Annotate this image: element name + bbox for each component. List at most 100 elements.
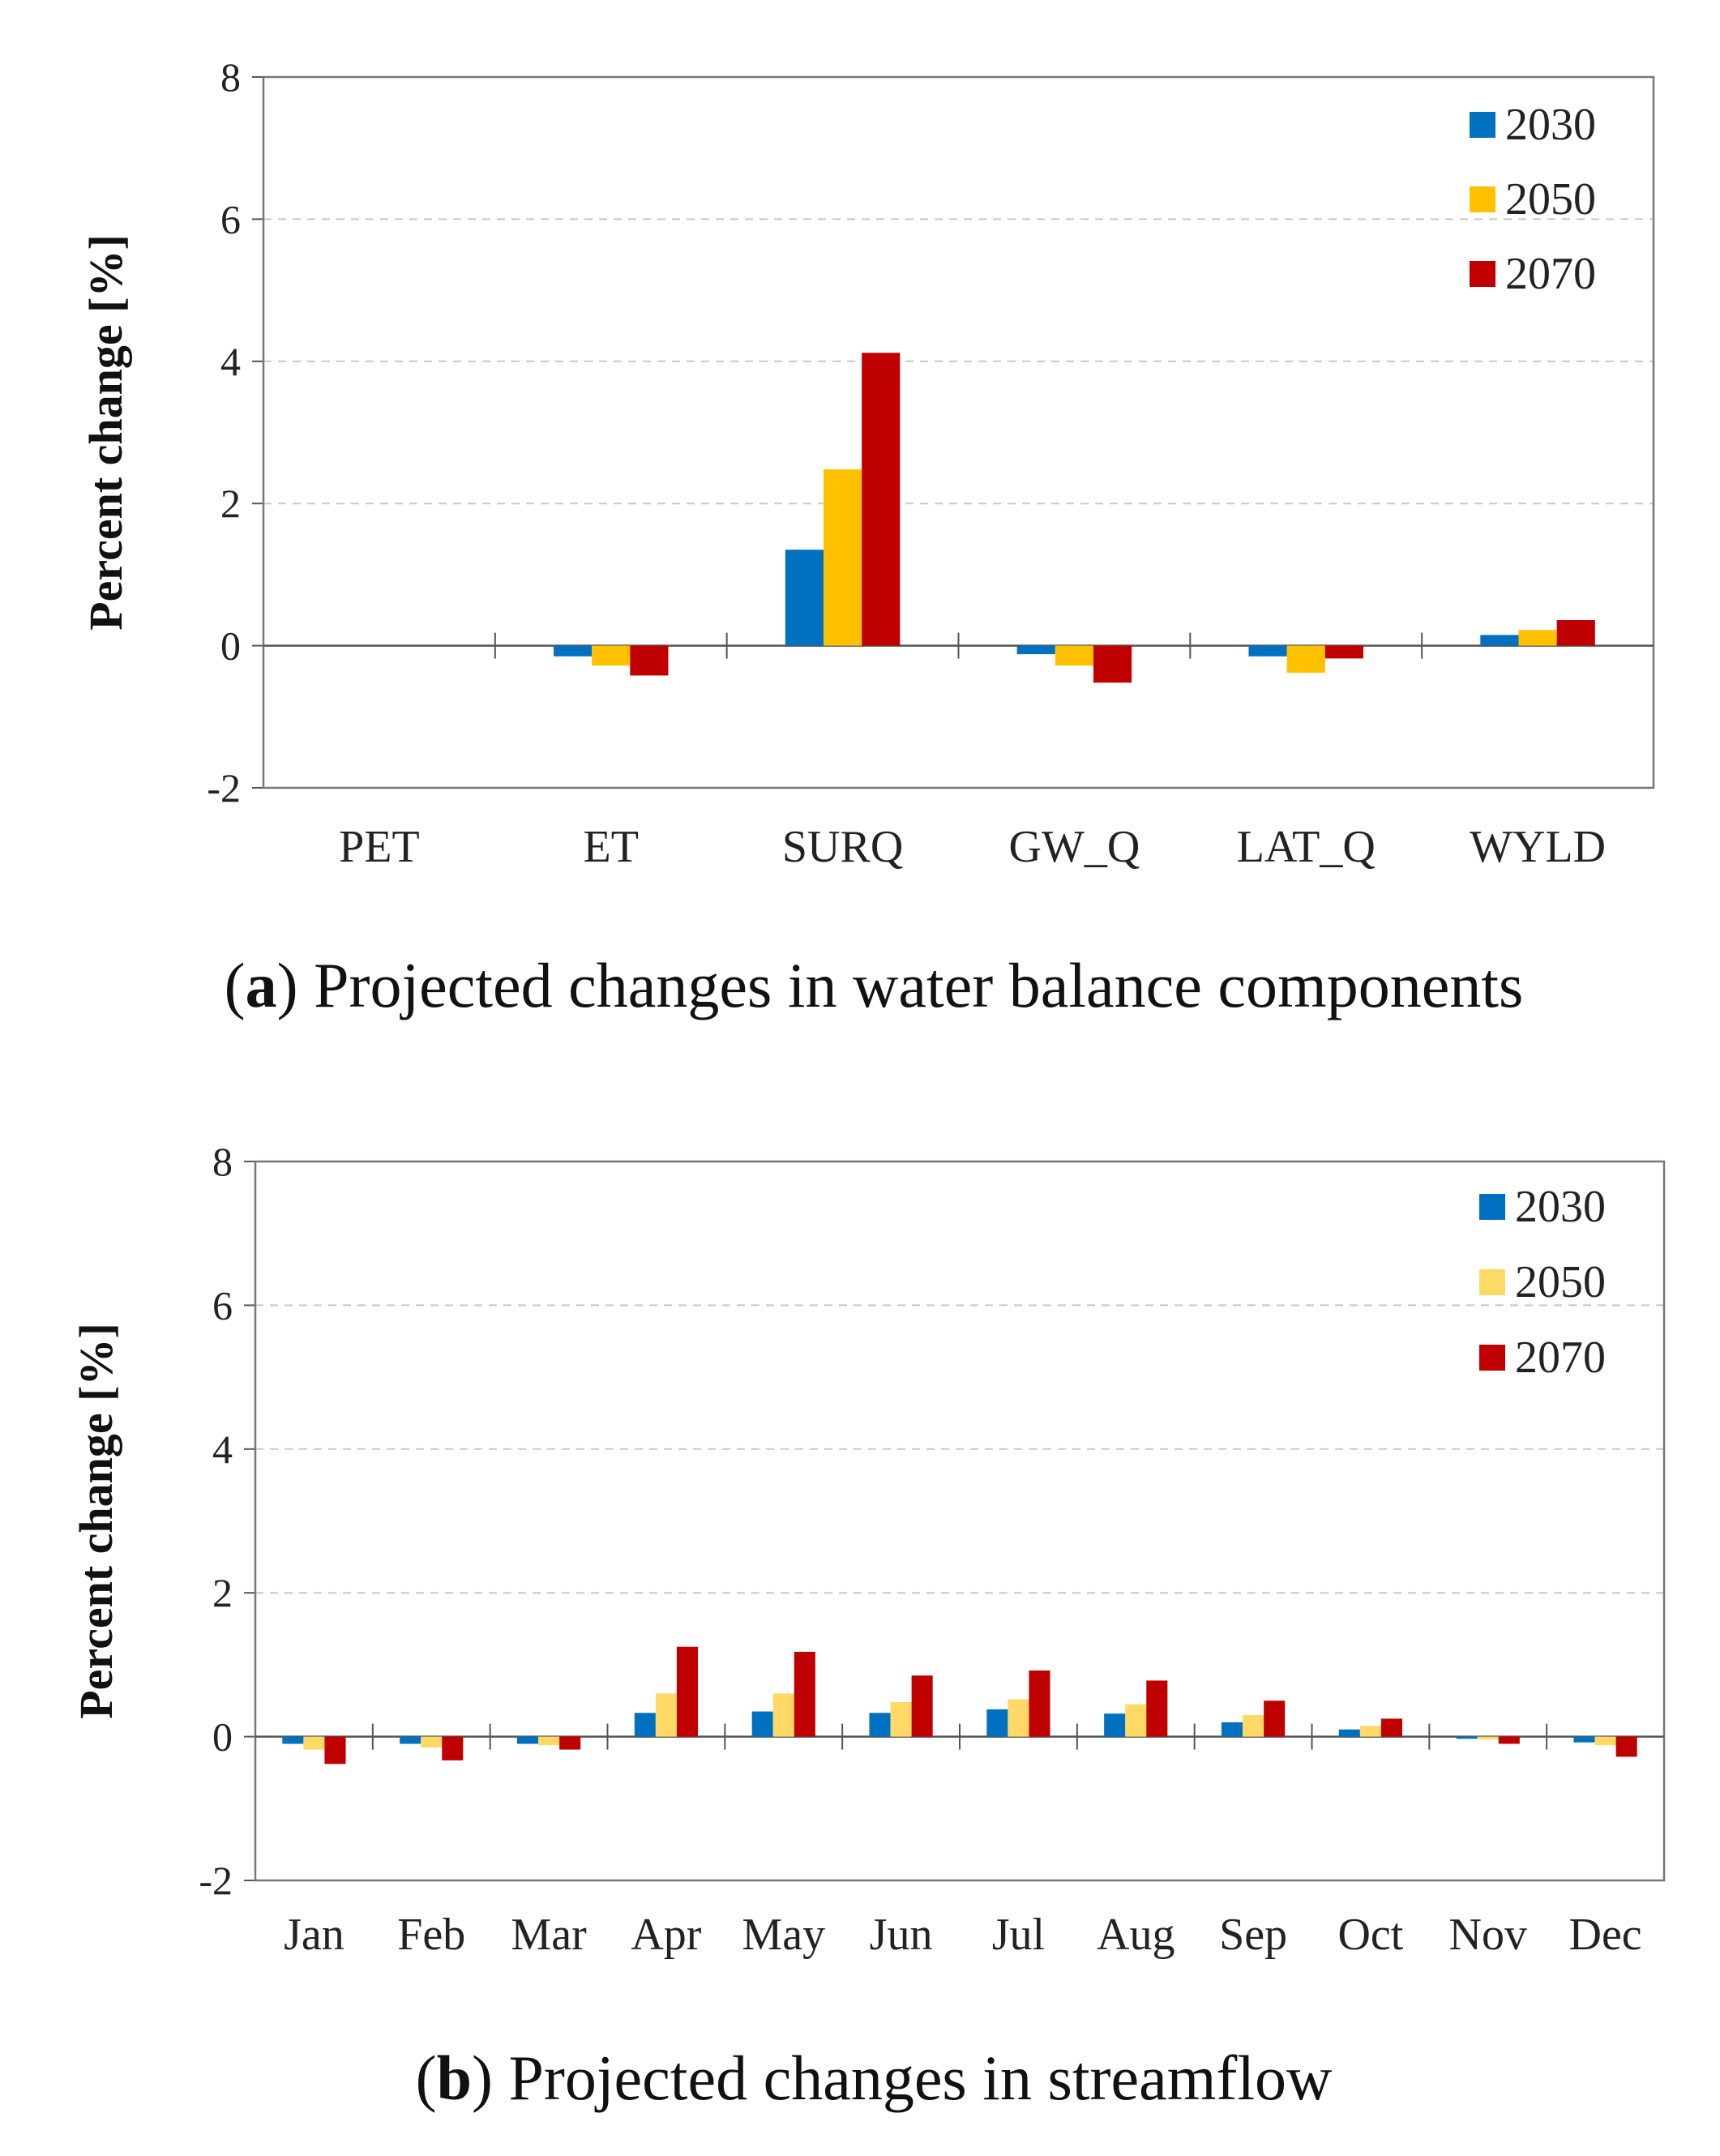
- category-label: ET: [584, 822, 639, 872]
- category-label: Apr: [631, 1910, 701, 1960]
- y-tick-label: 8: [212, 1139, 233, 1184]
- bar-2030-feb: [400, 1736, 421, 1744]
- y-tick-label: 2: [212, 1570, 233, 1615]
- figure-caption: (b) Projected changes in streamflow: [416, 2043, 1333, 2113]
- y-tick-label: 0: [212, 1714, 233, 1760]
- bar-2030-wyld: [1480, 635, 1519, 646]
- bar-2050-lat_q: [1286, 645, 1325, 673]
- category-label: Oct: [1337, 1910, 1403, 1960]
- plot-frame: [262, 75, 1655, 789]
- category-label: Jul: [992, 1910, 1045, 1960]
- bar-2070-jan: [324, 1736, 346, 1765]
- legend-label-2050: 2050: [1515, 1257, 1606, 1307]
- category-label: Jan: [284, 1910, 344, 1960]
- bar-2030-dec: [1573, 1736, 1595, 1743]
- y-tick-label: 0: [220, 623, 241, 669]
- bar-2070-dec: [1615, 1736, 1637, 1757]
- bar-2070-feb: [442, 1736, 464, 1760]
- bar-2030-nov: [1456, 1736, 1478, 1739]
- y-tick-label: -2: [199, 1858, 233, 1903]
- chart-streamflow: -2 0 2 4 6 8 Jan Feb Mar Apr May Jun Jul Aug Sep Oct Nov…: [70, 1139, 1666, 2113]
- legend-swatch-2070: [1470, 261, 1495, 287]
- bar-2050-may: [772, 1693, 794, 1737]
- legend-swatch-2070: [1479, 1345, 1505, 1371]
- bar-2050-apr: [655, 1693, 677, 1737]
- y-axis-label: Percent change [%]: [70, 1323, 122, 1719]
- legend-swatch-2030: [1470, 112, 1495, 138]
- bar-2050-wyld: [1518, 630, 1557, 646]
- y-tick-label: 8: [220, 54, 241, 100]
- bar-2070-surq: [862, 353, 901, 646]
- bar-2030-apr: [634, 1713, 656, 1737]
- bar-2070-jul: [1029, 1670, 1050, 1737]
- legend-swatch-2050: [1470, 186, 1495, 212]
- y-tick-label: 6: [212, 1282, 233, 1328]
- category-label: Nov: [1449, 1910, 1527, 1960]
- legend-label-2070: 2070: [1515, 1333, 1606, 1383]
- chart-water-balance: -2 0 2 4 6 8 PET ET SURQ GW_Q LAT_Q WYLD Percent cha…: [79, 54, 1655, 1020]
- legend-label-2050: 2050: [1505, 174, 1596, 225]
- legend-label-2030: 2030: [1515, 1182, 1606, 1232]
- caption-letter: b: [437, 2043, 472, 2113]
- bar-2030-jan: [282, 1736, 304, 1744]
- category-label: Aug: [1097, 1910, 1174, 1960]
- bar-2070-wyld: [1556, 620, 1595, 646]
- legend-swatch-2030: [1479, 1194, 1505, 1220]
- bar-2070-apr: [676, 1646, 699, 1737]
- bar-2030-gw_q: [1016, 645, 1055, 655]
- bar-2050-gw_q: [1055, 645, 1093, 666]
- bar-2030-aug: [1104, 1713, 1126, 1737]
- legend-label-2030: 2030: [1505, 100, 1596, 150]
- y-axis-label: Percent change [%]: [79, 234, 132, 631]
- bar-2030-mar: [516, 1736, 539, 1744]
- caption-letter: a: [246, 950, 277, 1020]
- category-label: GW_Q: [1009, 822, 1140, 872]
- y-tick-label: 4: [220, 339, 241, 384]
- bar-2050-aug: [1125, 1704, 1147, 1737]
- bar-2050-dec: [1594, 1736, 1616, 1746]
- category-label: Sep: [1219, 1910, 1287, 1960]
- bar-2050-jan: [303, 1736, 325, 1750]
- bar-2030-et: [554, 645, 593, 657]
- bar-2070-aug: [1146, 1680, 1168, 1737]
- y-tick-label: 4: [212, 1427, 233, 1472]
- category-label: WYLD: [1470, 822, 1606, 872]
- figure-caption: (a) Projected changes in water balance c…: [225, 950, 1524, 1020]
- bar-2030-jun: [869, 1713, 891, 1737]
- y-tick-label: -2: [207, 765, 241, 811]
- bar-2070-mar: [559, 1736, 581, 1750]
- category-label: Dec: [1569, 1910, 1642, 1960]
- bar-2070-nov: [1498, 1736, 1520, 1744]
- category-label: LAT_Q: [1237, 822, 1376, 872]
- bar-2070-lat_q: [1324, 645, 1363, 659]
- bar-2050-jul: [1008, 1699, 1029, 1737]
- bar-2050-jun: [890, 1702, 912, 1737]
- category-label: Jun: [870, 1910, 933, 1960]
- category-label: PET: [339, 822, 420, 872]
- category-label: Feb: [397, 1910, 465, 1960]
- bar-2070-may: [794, 1651, 815, 1737]
- bar-2030-may: [751, 1711, 773, 1737]
- bar-2050-mar: [538, 1736, 560, 1746]
- bar-2030-sep: [1221, 1722, 1243, 1737]
- caption-text: Projected changes in streamflow: [509, 2043, 1333, 2113]
- bar-2050-sep: [1243, 1714, 1264, 1737]
- bar-2070-et: [630, 645, 669, 676]
- bar-2050-nov: [1477, 1736, 1499, 1740]
- bar-2050-et: [592, 645, 631, 666]
- caption-text: Projected changes in water balance compo…: [314, 950, 1523, 1020]
- bar-2050-surq: [824, 469, 862, 646]
- bar-2070-sep: [1264, 1700, 1286, 1737]
- bar-2070-jun: [911, 1675, 933, 1737]
- category-label: Mar: [511, 1910, 587, 1960]
- legend-label-2070: 2070: [1505, 249, 1596, 299]
- bar-2070-oct: [1380, 1718, 1403, 1737]
- bar-2050-oct: [1359, 1726, 1381, 1737]
- bar-2030-surq: [785, 550, 824, 646]
- legend-swatch-2050: [1479, 1269, 1505, 1295]
- plot-frame: [254, 1160, 1666, 1882]
- bar-2050-feb: [421, 1736, 443, 1747]
- category-label: May: [742, 1910, 825, 1960]
- bar-2070-gw_q: [1093, 645, 1132, 683]
- category-label: SURQ: [782, 822, 903, 872]
